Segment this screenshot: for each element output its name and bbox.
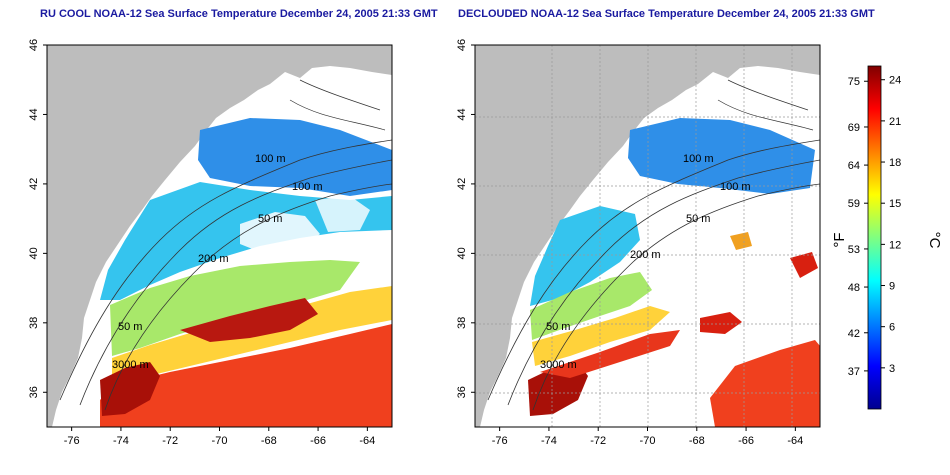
lat-tick-label: 40: [28, 247, 40, 259]
sst-hot-water: [700, 312, 742, 334]
left-map-panel: 100 m 100 m 50 m 200 m 50 m 3000 m -76 -7…: [28, 39, 393, 447]
lat-tick-label: 46: [456, 39, 468, 51]
lon-tick-label: -64: [787, 435, 803, 447]
land-mass: [475, 45, 820, 427]
depth-contour-label: 200 m: [198, 253, 229, 265]
fahrenheit-tick-label: 75: [848, 76, 860, 88]
lat-tick-label: 36: [28, 386, 40, 398]
depth-contour-label: 100 m: [720, 181, 751, 193]
lon-tick-label: -74: [113, 435, 129, 447]
sst-hot-water: [100, 324, 392, 427]
cloud-mask: [315, 196, 370, 232]
temperature-colorbar: 24 21 18 15 12 9 6 3 75 69 64 59 53 48 42 37 °F °C: [831, 65, 943, 410]
sst-warm-water: [540, 330, 680, 378]
fahrenheit-tick-label: 59: [848, 198, 860, 210]
land-mass: [47, 45, 392, 427]
celsius-tick-label: 21: [889, 116, 901, 128]
fahrenheit-tick-label: 53: [848, 244, 860, 256]
fahrenheit-tick-label: 48: [848, 282, 860, 294]
lon-tick-label: -70: [640, 435, 656, 447]
lon-tick-label: -72: [162, 435, 178, 447]
lat-tick-label: 38: [28, 317, 40, 329]
sst-hot-water: [710, 340, 820, 427]
lat-tick-label: 46: [28, 39, 40, 51]
lat-tick-label: 42: [456, 178, 468, 190]
sst-warm-water: [730, 232, 752, 250]
depth-contour-label: 100 m: [292, 181, 323, 193]
lon-tick-label: -70: [212, 435, 228, 447]
fahrenheit-tick-label: 42: [848, 328, 860, 340]
lon-tick-label: -66: [310, 435, 326, 447]
celsius-tick-label: 18: [889, 157, 901, 169]
gulf-stream-meander: [180, 298, 318, 342]
celsius-tick-label: 6: [889, 322, 895, 334]
depth-contour-label: 3000 m: [112, 359, 149, 371]
lon-tick-label: -68: [689, 435, 705, 447]
lat-tick-label: 44: [456, 108, 468, 120]
sst-mid-water: [110, 260, 360, 356]
fahrenheit-tick-label: 69: [848, 122, 860, 134]
celsius-tick-label: 24: [889, 75, 901, 87]
depth-contour-label: 200 m: [630, 249, 661, 261]
fahrenheit-unit-label: °F: [831, 232, 848, 247]
lon-tick-label: -68: [261, 435, 277, 447]
left-map-title: RU COOL NOAA-12 Sea Surface Temperature …: [40, 8, 438, 20]
lon-tick-label: -76: [492, 435, 508, 447]
lon-tick-label: -66: [738, 435, 754, 447]
lat-tick-label: 42: [28, 178, 40, 190]
lat-tick-label: 40: [456, 247, 468, 259]
depth-contour-label: 100 m: [255, 153, 286, 165]
right-map-title: DECLOUDED NOAA-12 Sea Surface Temperatur…: [458, 8, 875, 20]
depth-contour-label: 3000 m: [540, 359, 577, 371]
depth-contour-label: 100 m: [683, 153, 714, 165]
lon-tick-label: -64: [359, 435, 375, 447]
right-map-panel: 100 m 100 m 50 m 200 m 50 m 3000 m -76 -7…: [456, 39, 821, 447]
lon-tick-label: -74: [541, 435, 557, 447]
celsius-tick-label: 9: [889, 281, 895, 293]
sst-cold-water: [628, 118, 815, 194]
sst-mid-water: [530, 272, 652, 340]
cloud-mask: [240, 212, 320, 254]
colorbar-gradient: [867, 65, 882, 410]
sst-warm-water: [532, 306, 670, 366]
fahrenheit-tick-label: 37: [848, 366, 860, 378]
lon-tick-label: -76: [64, 435, 80, 447]
celsius-tick-label: 15: [889, 198, 901, 210]
fahrenheit-tick-label: 64: [848, 160, 860, 172]
celsius-tick-label: 3: [889, 363, 895, 375]
lat-tick-label: 38: [456, 317, 468, 329]
celsius-unit-label: °C: [926, 232, 943, 249]
depth-contour-label: 50 m: [258, 213, 282, 225]
sst-cold-water: [198, 118, 392, 196]
lat-tick-label: 36: [456, 386, 468, 398]
gulf-stream-core: [100, 362, 160, 416]
celsius-tick-label: 12: [889, 239, 901, 251]
lon-tick-label: -72: [590, 435, 606, 447]
depth-contour-label: 50 m: [686, 213, 710, 225]
depth-contour-label: 50 m: [118, 321, 142, 333]
depth-contour-label: 50 m: [546, 321, 570, 333]
sst-cool-water: [530, 206, 640, 306]
sst-hot-water: [790, 252, 818, 278]
lat-tick-label: 44: [28, 108, 40, 120]
